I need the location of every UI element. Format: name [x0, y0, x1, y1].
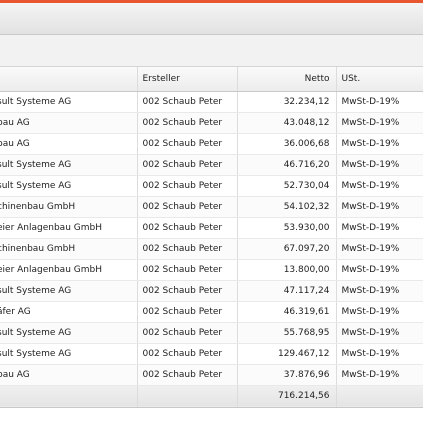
- invoice-table: Ersteller Netto USt. sult Systeme AG 002 …: [0, 67, 423, 408]
- table-row[interactable]: eier Anlagenbau GmbH 002 Schaub Peter 53.9…: [0, 217, 423, 239]
- summary-cell-empty: [336, 384, 423, 408]
- table-row[interactable]: eier Anlagenbau GmbH 002 Schaub Peter 13.8…: [0, 259, 423, 281]
- cell-tax: MwSt-D-19%: [336, 280, 423, 302]
- cell-name: bau AG: [0, 364, 138, 386]
- cell-name: eier Anlagenbau GmbH: [0, 217, 138, 239]
- table-row[interactable]: äfer AG 002 Schaub Peter 46.319,61 MwSt-D-1…: [0, 301, 423, 323]
- cell-tax: MwSt-D-19%: [336, 175, 423, 197]
- cell-creator: 002 Schaub Peter: [137, 343, 238, 365]
- cell-tax: MwSt-D-19%: [336, 301, 423, 323]
- table-row[interactable]: sult Systeme AG 002 Schaub Peter 129.467,1…: [0, 343, 423, 365]
- table-row[interactable]: bau AG 002 Schaub Peter 36.006,68 MwSt-D-19…: [0, 133, 423, 155]
- cell-creator: 002 Schaub Peter: [137, 196, 238, 218]
- invoice-grid: Ersteller Netto USt. sult Systeme AG 002 …: [0, 67, 423, 408]
- cell-creator: 002 Schaub Peter: [137, 175, 238, 197]
- cell-net: 55.768,95: [237, 322, 337, 344]
- cell-name: bau AG: [0, 112, 138, 134]
- cell-net: 13.800,00: [237, 259, 337, 281]
- summary-cell-empty: [137, 384, 238, 408]
- toolbar: [0, 3, 423, 35]
- cell-name: äfer AG: [0, 301, 138, 323]
- cell-tax: MwSt-D-19%: [336, 112, 423, 134]
- summary-cell-empty: [0, 384, 138, 408]
- cell-name: sult Systeme AG: [0, 154, 138, 176]
- header-row: Ersteller Netto USt.: [0, 67, 423, 92]
- cell-net: 129.467,12: [237, 343, 337, 365]
- table-row[interactable]: sult Systeme AG 002 Schaub Peter 52.730,04…: [0, 175, 423, 197]
- column-header-tax[interactable]: USt.: [336, 67, 423, 92]
- summary-row: 716.214,56: [0, 384, 423, 408]
- cell-creator: 002 Schaub Peter: [137, 280, 238, 302]
- table-row[interactable]: sult Systeme AG 002 Schaub Peter 55.768,95…: [0, 322, 423, 344]
- cell-name: chinenbau GmbH: [0, 196, 138, 218]
- cell-net: 53.930,00: [237, 217, 337, 239]
- cell-net: 47.117,24: [237, 280, 337, 302]
- cell-name: sult Systeme AG: [0, 175, 138, 197]
- cell-creator: 002 Schaub Peter: [137, 112, 238, 134]
- cell-tax: MwSt-D-19%: [336, 91, 423, 113]
- column-header-net[interactable]: Netto: [237, 67, 337, 92]
- column-header-name[interactable]: [0, 67, 138, 92]
- table-row[interactable]: sult Systeme AG 002 Schaub Peter 47.117,24…: [0, 280, 423, 302]
- cell-creator: 002 Schaub Peter: [137, 217, 238, 239]
- cell-name: sult Systeme AG: [0, 343, 138, 365]
- cell-creator: 002 Schaub Peter: [137, 364, 238, 386]
- cell-tax: MwSt-D-19%: [336, 238, 423, 260]
- cell-tax: MwSt-D-19%: [336, 154, 423, 176]
- cell-creator: 002 Schaub Peter: [137, 301, 238, 323]
- total-net: 716.214,56: [237, 384, 337, 408]
- filter-bar: [0, 35, 423, 67]
- cell-net: 43.048,12: [237, 112, 337, 134]
- cell-name: eier Anlagenbau GmbH: [0, 259, 138, 281]
- cell-name: bau AG: [0, 133, 138, 155]
- column-header-creator[interactable]: Ersteller: [137, 67, 238, 92]
- table-row[interactable]: sult Systeme AG 002 Schaub Peter 32.234,12…: [0, 91, 423, 113]
- cell-tax: MwSt-D-19%: [336, 259, 423, 281]
- cell-net: 46.319,61: [237, 301, 337, 323]
- cell-tax: MwSt-D-19%: [336, 364, 423, 386]
- table-row[interactable]: chinenbau GmbH 002 Schaub Peter 54.102,32 M…: [0, 196, 423, 218]
- cell-tax: MwSt-D-19%: [336, 196, 423, 218]
- cell-net: 32.234,12: [237, 91, 337, 113]
- table-row[interactable]: chinenbau GmbH 002 Schaub Peter 67.097,20 M…: [0, 238, 423, 260]
- cell-creator: 002 Schaub Peter: [137, 322, 238, 344]
- cell-creator: 002 Schaub Peter: [137, 91, 238, 113]
- cell-creator: 002 Schaub Peter: [137, 154, 238, 176]
- cell-name: sult Systeme AG: [0, 91, 138, 113]
- table-row[interactable]: bau AG 002 Schaub Peter 37.876,96 MwSt-D-19…: [0, 364, 423, 386]
- cell-net: 37.876,96: [237, 364, 337, 386]
- cell-net: 46.716,20: [237, 154, 337, 176]
- cell-tax: MwSt-D-19%: [336, 343, 423, 365]
- cell-net: 36.006,68: [237, 133, 337, 155]
- cell-net: 67.097,20: [237, 238, 337, 260]
- cell-tax: MwSt-D-19%: [336, 133, 423, 155]
- cell-creator: 002 Schaub Peter: [137, 133, 238, 155]
- cell-tax: MwSt-D-19%: [336, 217, 423, 239]
- cell-net: 54.102,32: [237, 196, 337, 218]
- cell-name: chinenbau GmbH: [0, 238, 138, 260]
- table-row[interactable]: sult Systeme AG 002 Schaub Peter 46.716,20…: [0, 154, 423, 176]
- accent-bar: [0, 0, 423, 3]
- cell-creator: 002 Schaub Peter: [137, 238, 238, 260]
- cell-name: sult Systeme AG: [0, 280, 138, 302]
- cell-tax: MwSt-D-19%: [336, 322, 423, 344]
- table-row[interactable]: bau AG 002 Schaub Peter 43.048,12 MwSt-D-19…: [0, 112, 423, 134]
- cell-net: 52.730,04: [237, 175, 337, 197]
- cell-creator: 002 Schaub Peter: [137, 259, 238, 281]
- cell-name: sult Systeme AG: [0, 322, 138, 344]
